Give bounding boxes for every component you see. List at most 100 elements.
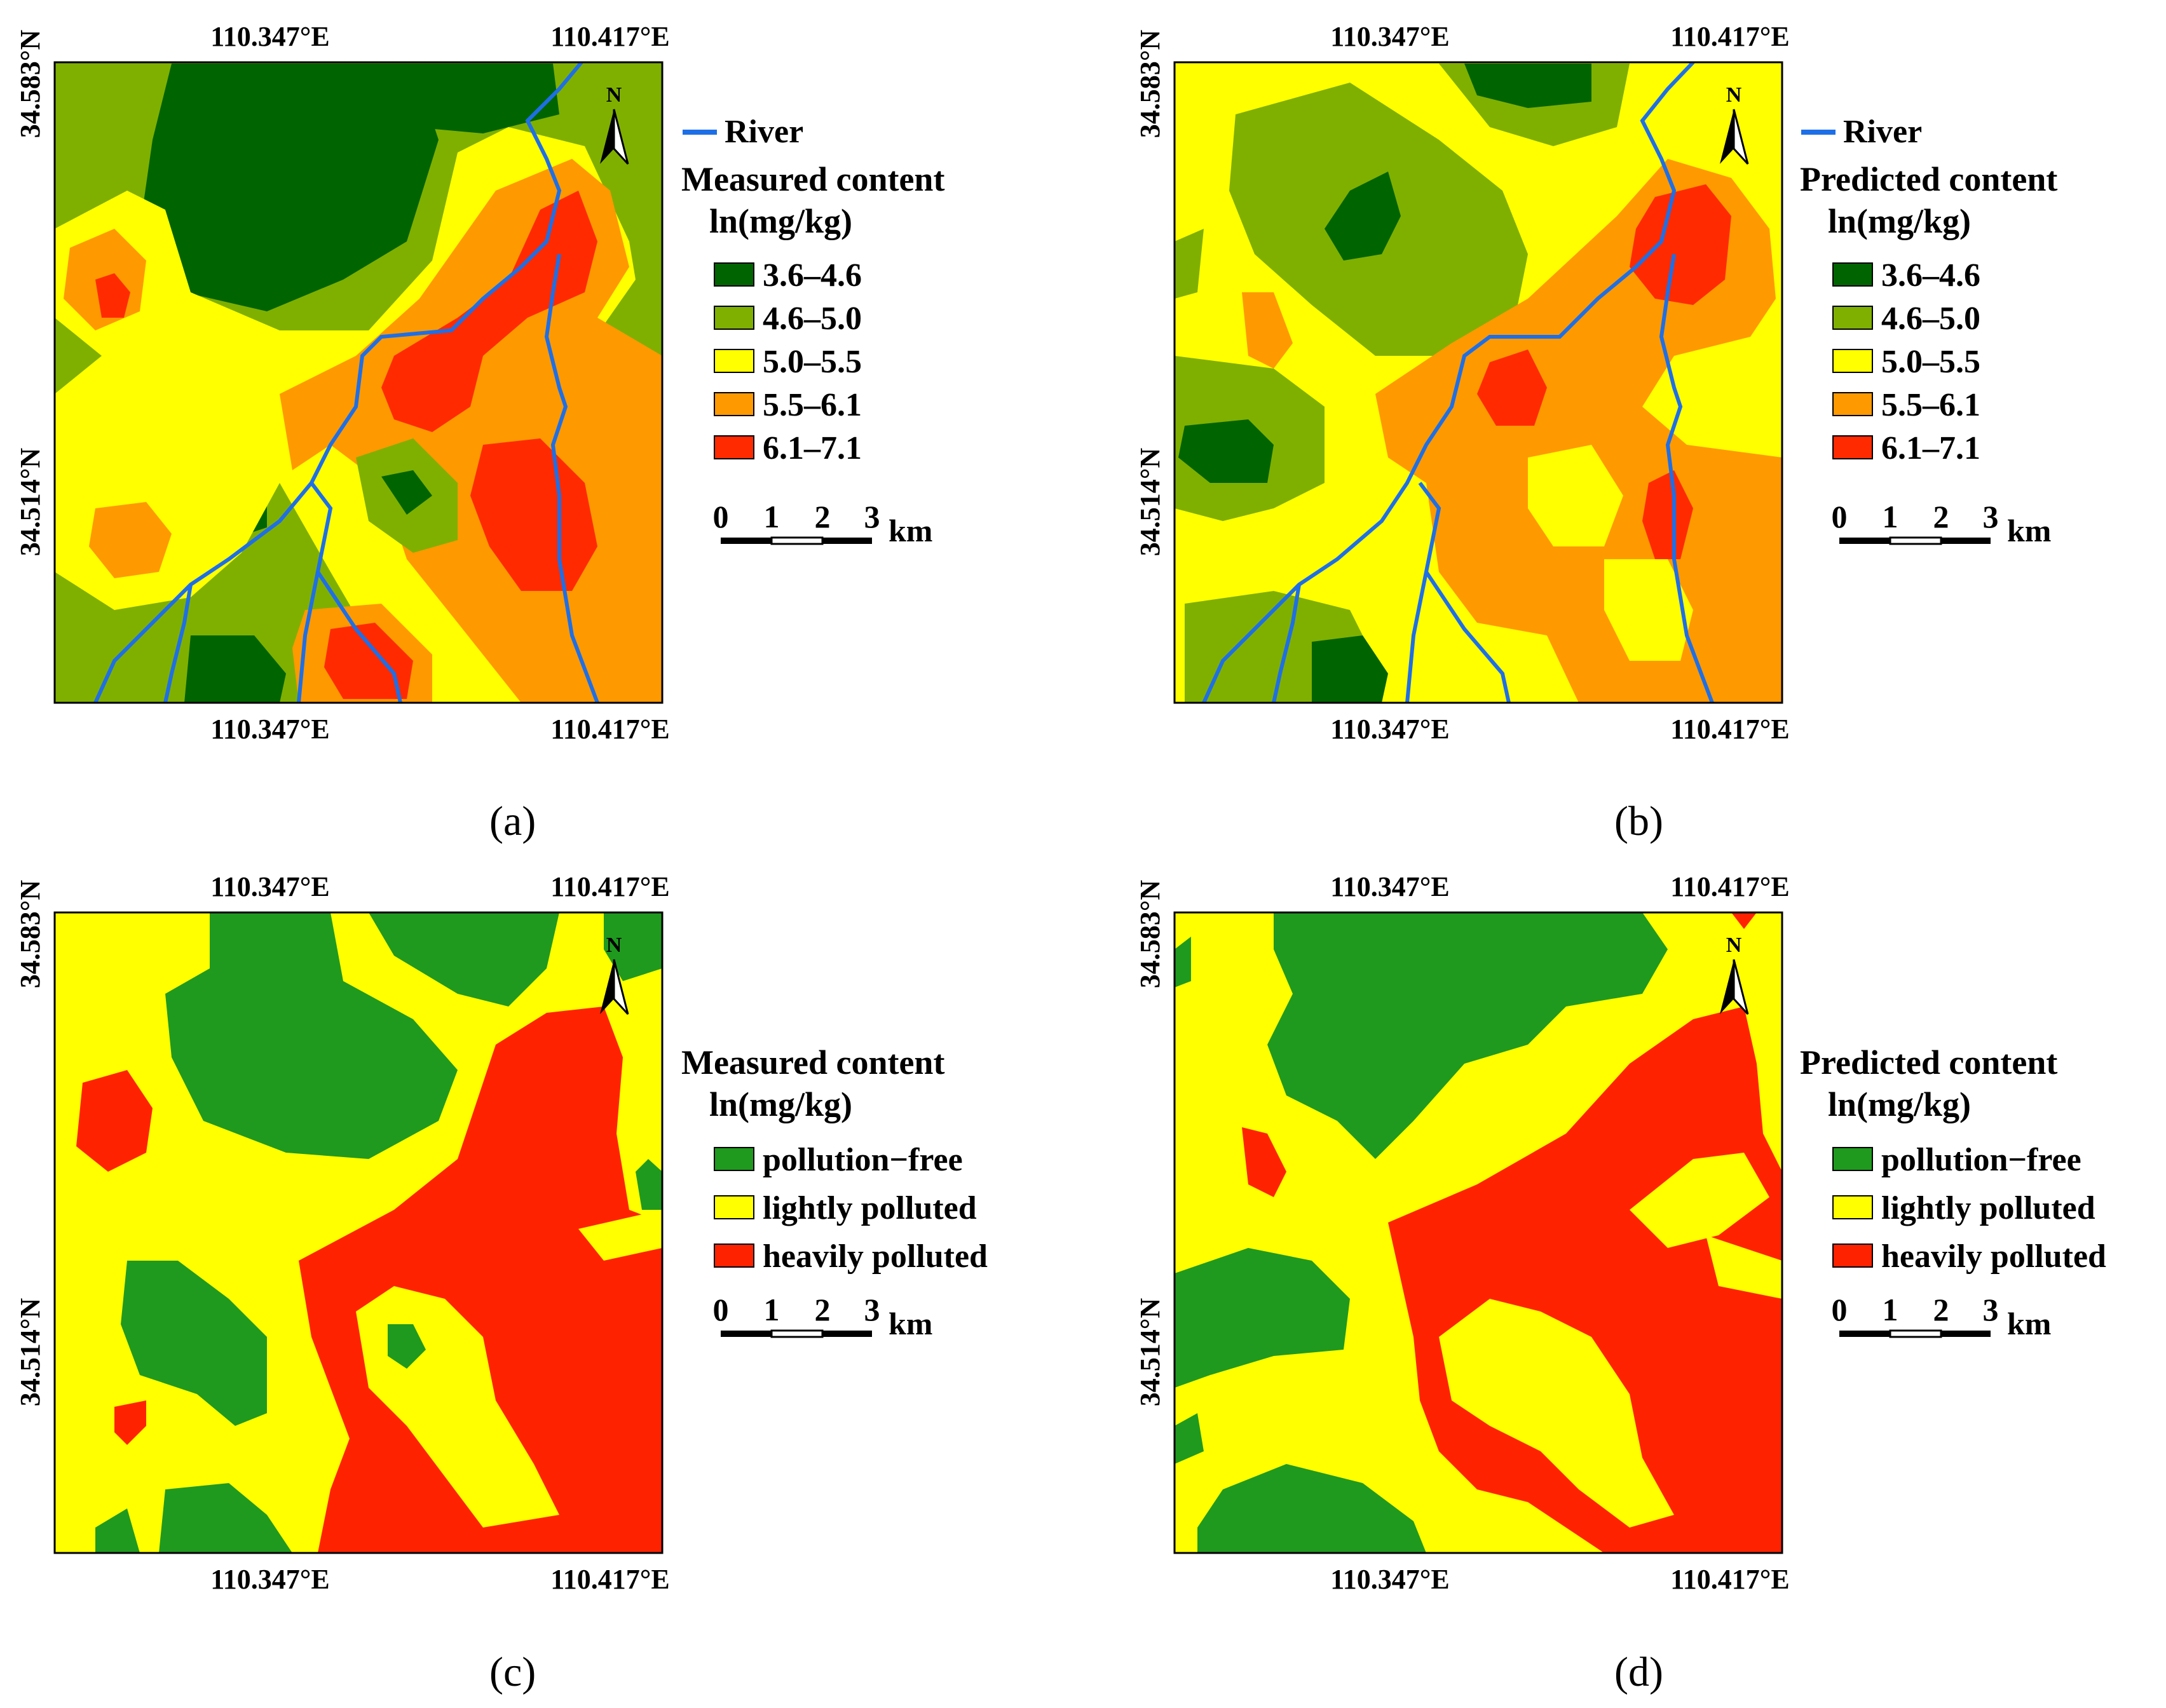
panel-a: 110.347°E 110.417°E 110.347°E 110.417°E …: [0, 0, 1083, 854]
lon-label-top-left: 110.347°E: [210, 21, 330, 52]
legend-item-3: 5.0–5.5: [763, 344, 862, 380]
lon-label-bottom-left: 110.347°E: [1330, 714, 1450, 745]
lat-label-bottom: 34.514°N: [15, 1298, 46, 1407]
scale-bar: 0 1 2 3 km: [713, 1292, 933, 1341]
scale-tick-2: 2: [1933, 499, 1949, 534]
lon-label-bottom-right: 110.417°E: [550, 1564, 670, 1595]
north-arrow-icon: N: [1720, 933, 1749, 1015]
north-label: N: [606, 933, 622, 957]
lat-label-bottom: 34.514°N: [1134, 448, 1166, 557]
lon-label-bottom-right: 110.417°E: [1670, 1564, 1790, 1595]
legend-swatch-4: [714, 392, 754, 416]
scale-unit: km: [889, 1306, 932, 1341]
legend-swatch-1: [714, 1147, 754, 1171]
legend-item-1: 3.6–4.6: [763, 257, 862, 294]
scale-tick-3: 3: [864, 499, 880, 534]
river-legend-label: River: [725, 114, 803, 150]
legend-swatch-5: [1832, 435, 1873, 459]
lon-label-top-left: 110.347°E: [1330, 21, 1450, 52]
north-label: N: [606, 83, 622, 107]
legend-swatch-1: [714, 262, 754, 287]
legend-swatch-2: [714, 306, 754, 330]
legend-swatch-3: [714, 349, 754, 373]
legend-item-4: 5.5–6.1: [763, 387, 862, 423]
scale-tick-2: 2: [815, 1292, 831, 1327]
legend-item-2: lightly polluted: [1881, 1190, 2095, 1226]
scale-bar: 0 1 2 3 km: [1832, 1292, 2052, 1341]
legend-title: Predicted content: [1800, 1043, 2057, 1081]
lon-label-bottom-left: 110.347°E: [210, 714, 330, 745]
legend-swatch-5: [714, 435, 754, 459]
panel-b: 110.347°E 110.417°E 110.347°E 110.417°E …: [1083, 0, 2166, 854]
legend-item-5: 6.1–7.1: [763, 430, 862, 466]
legend-title: Measured content: [681, 160, 944, 198]
legend-swatch-3: [1832, 349, 1873, 373]
legend-item-5: 6.1–7.1: [1881, 430, 1980, 466]
scale-tick-3: 3: [1983, 1292, 1999, 1327]
scale-tick-0: 0: [1832, 499, 1848, 534]
legend-item-3: heavily polluted: [763, 1238, 988, 1275]
caption-c: (c): [489, 1649, 536, 1695]
map-c: [53, 911, 664, 1554]
scale-tick-0: 0: [713, 1292, 729, 1327]
legend-item-3: 5.0–5.5: [1881, 344, 1980, 380]
lat-label-top: 34.583°N: [1134, 30, 1166, 139]
scale-unit: km: [2007, 1306, 2051, 1341]
scale-bar: 0 1 2 3 km: [713, 499, 933, 548]
panel-d: 110.347°E 110.417°E 110.347°E 110.417°E …: [1083, 854, 2166, 1708]
legend-swatch-1: [1832, 1147, 1873, 1171]
legend-units: ln(mg/kg): [1828, 202, 1971, 240]
legend-swatch-2: [714, 1195, 754, 1219]
legend-swatch-2: [1832, 1195, 1873, 1219]
caption-a: (a): [489, 798, 536, 844]
scale-tick-0: 0: [1832, 1292, 1848, 1327]
legend-item-1: pollution−free: [763, 1142, 963, 1178]
north-label: N: [1726, 933, 1742, 957]
scale-unit: km: [889, 513, 932, 548]
scale-tick-2: 2: [815, 499, 831, 534]
river-legend-label: River: [1843, 114, 1922, 150]
legend: River Measured content ln(mg/kg) 3.6–4.6…: [681, 114, 944, 466]
map-a: [53, 61, 664, 704]
map-d: [1173, 911, 1783, 1554]
legend-units: ln(mg/kg): [709, 202, 852, 240]
legend-units: ln(mg/kg): [709, 1085, 852, 1123]
lon-label-bottom-right: 110.417°E: [550, 714, 670, 745]
legend-item-2: lightly polluted: [763, 1190, 977, 1226]
lon-label-top-right: 110.417°E: [1670, 21, 1790, 52]
scale-tick-1: 1: [1883, 1292, 1898, 1327]
north-arrow-icon: N: [1720, 83, 1749, 165]
north-arrow-icon: N: [600, 83, 629, 165]
legend-item-2: 4.6–5.0: [763, 301, 862, 337]
legend: Measured content ln(mg/kg) pollution−fre…: [681, 1043, 988, 1275]
lon-label-bottom-left: 110.347°E: [210, 1564, 330, 1595]
panel-c: 110.347°E 110.417°E 110.347°E 110.417°E …: [0, 854, 1083, 1708]
caption-d: (d): [1614, 1649, 1663, 1695]
legend-swatch-2: [1832, 306, 1873, 330]
legend: Predicted content ln(mg/kg) pollution−fr…: [1800, 1043, 2106, 1275]
scale-tick-1: 1: [764, 1292, 780, 1327]
scale-bar: 0 1 2 3 km: [1832, 499, 2052, 548]
legend-swatch-4: [1832, 392, 1873, 416]
legend-item-1: 3.6–4.6: [1881, 257, 1980, 294]
legend-title: Measured content: [681, 1043, 944, 1081]
scale-unit: km: [2007, 513, 2051, 548]
north-label: N: [1726, 83, 1742, 107]
scale-tick-1: 1: [1883, 499, 1898, 534]
lon-label-bottom-right: 110.417°E: [1670, 714, 1790, 745]
lon-label-top-left: 110.347°E: [1330, 871, 1450, 902]
legend: River Predicted content ln(mg/kg) 3.6–4.…: [1800, 114, 2057, 466]
legend-units: ln(mg/kg): [1828, 1085, 1971, 1123]
lat-label-top: 34.583°N: [15, 30, 46, 139]
legend-item-3: heavily polluted: [1881, 1238, 2106, 1275]
caption-b: (b): [1614, 798, 1663, 844]
north-arrow-icon: N: [600, 933, 629, 1015]
lon-label-top-left: 110.347°E: [210, 871, 330, 902]
legend-swatch-1: [1832, 262, 1873, 287]
lon-label-top-right: 110.417°E: [550, 871, 670, 902]
legend-swatch-3: [714, 1244, 754, 1268]
lat-label-bottom: 34.514°N: [1134, 1298, 1166, 1407]
lat-label-top: 34.583°N: [1134, 880, 1166, 989]
scale-tick-3: 3: [1983, 499, 1999, 534]
legend-item-4: 5.5–6.1: [1881, 387, 1980, 423]
